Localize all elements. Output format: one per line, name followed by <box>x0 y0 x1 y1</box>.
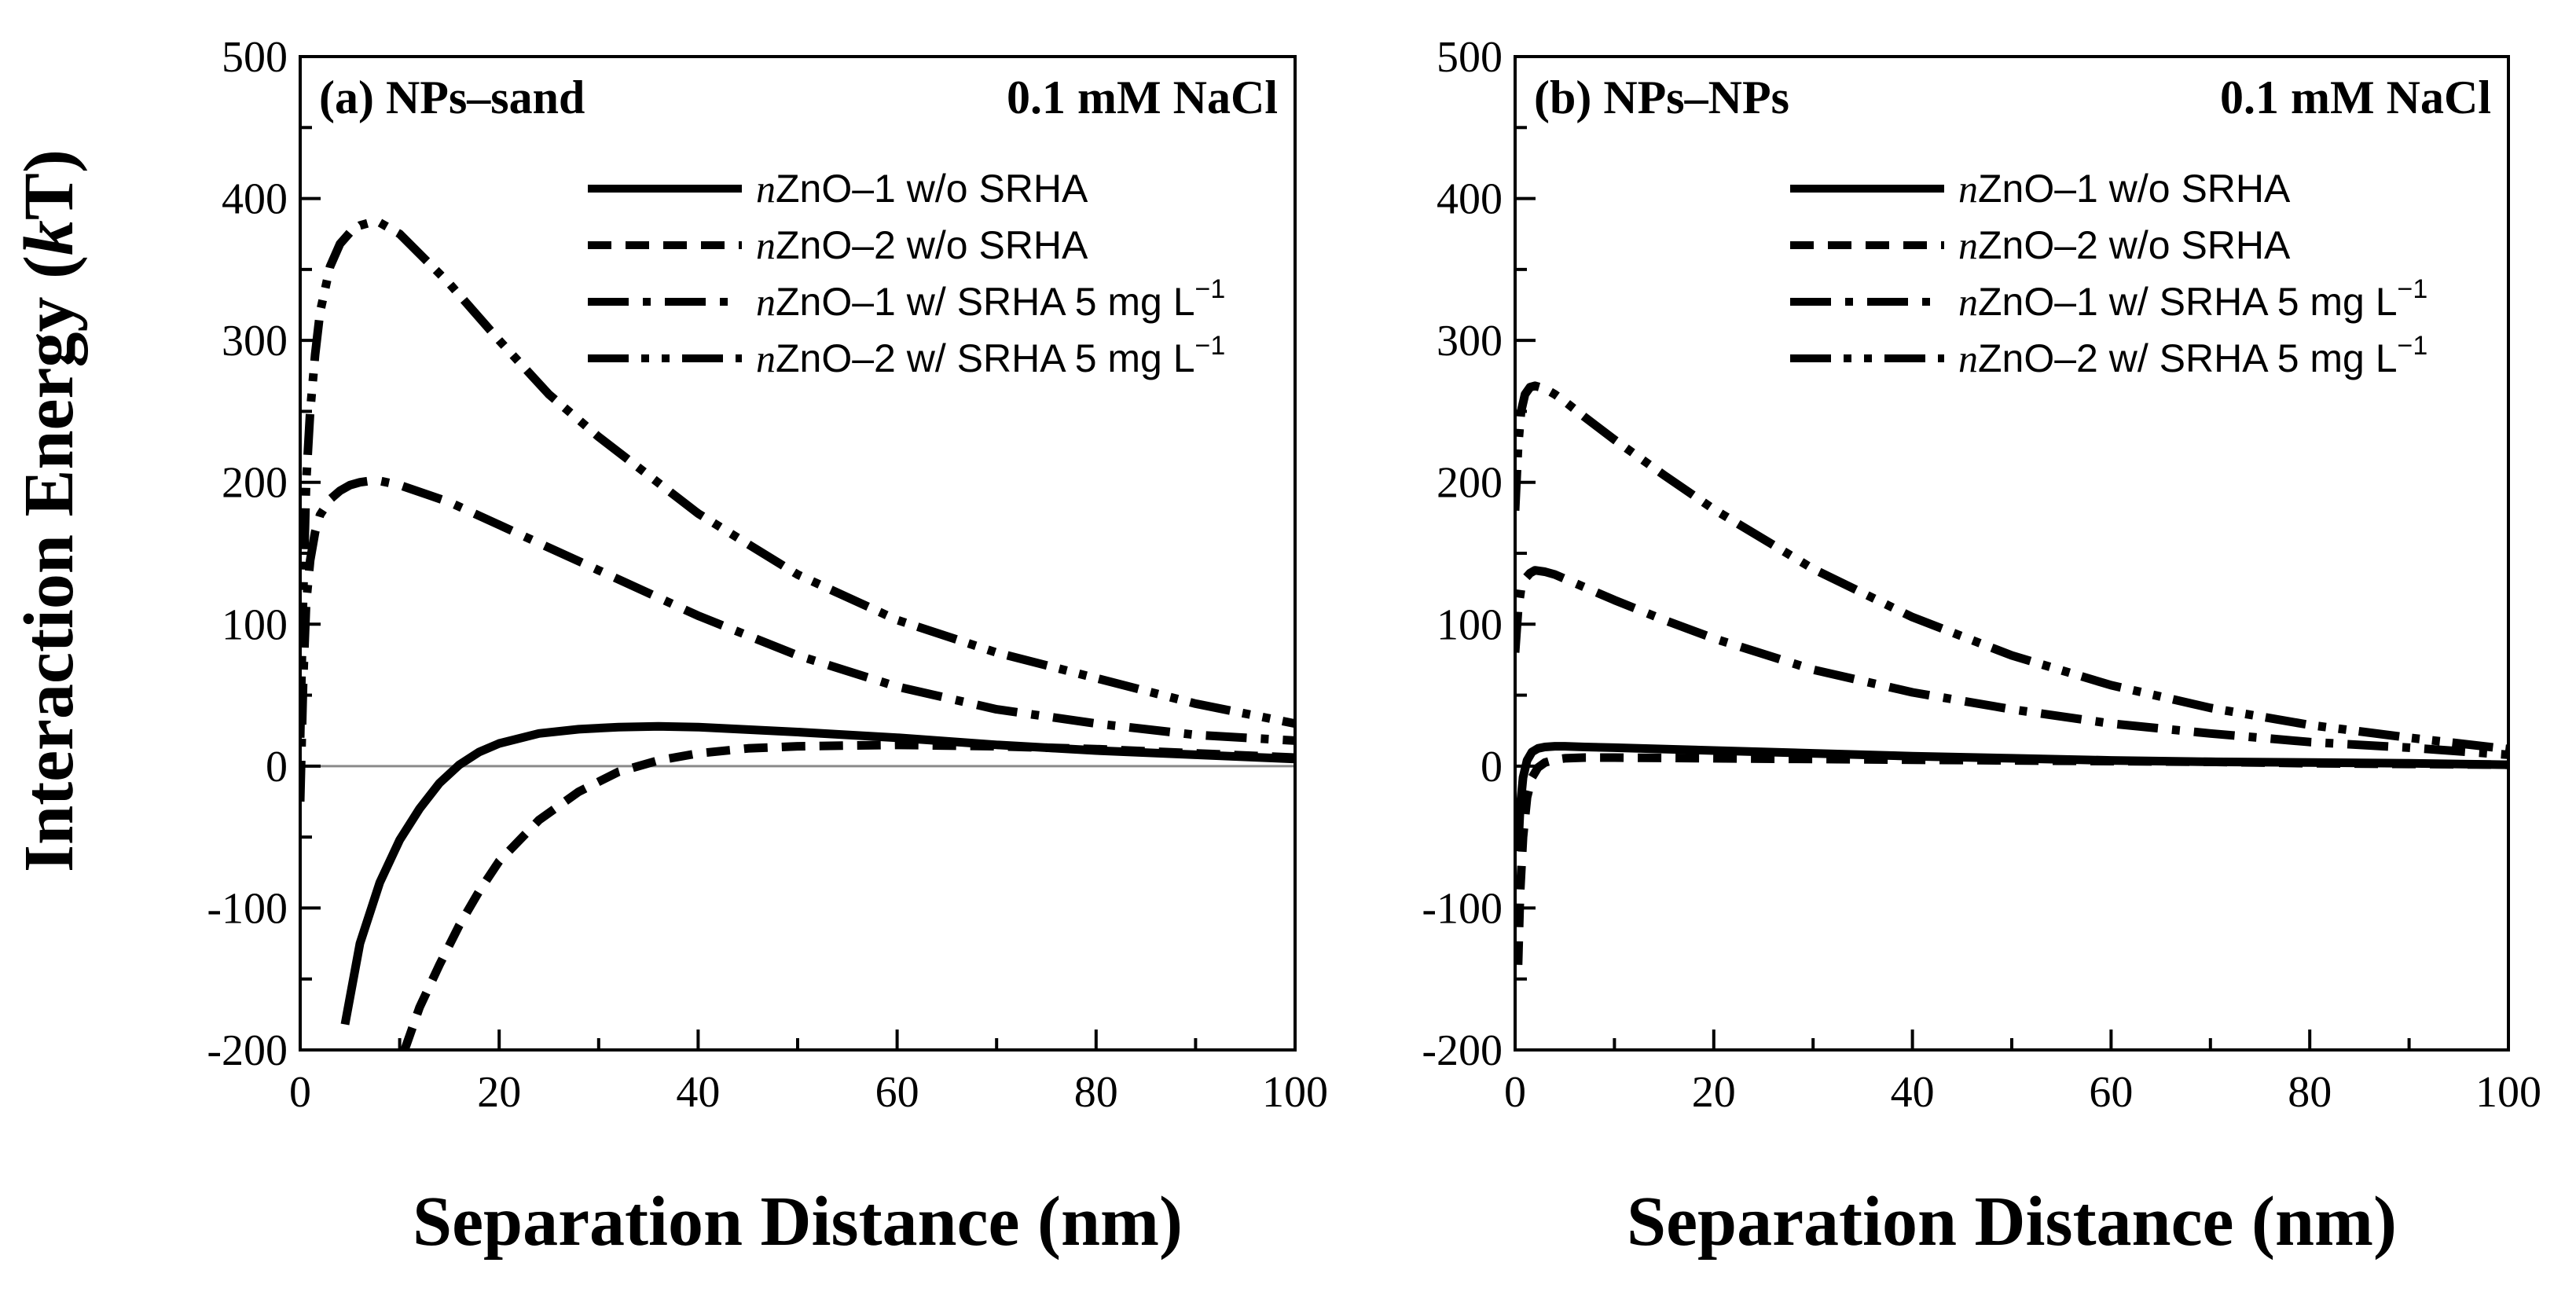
x-axis-title: Separation Distance (nm) <box>413 1183 1183 1261</box>
panel-title: (b) NPs–NPs <box>1534 72 1789 123</box>
y-tick-label: 100 <box>1437 600 1503 649</box>
y-tick-label: -200 <box>207 1026 288 1075</box>
legend-entry: nZnO–2 w/ SRHA 5 mg L−1 <box>756 331 1225 380</box>
x-tick-label: 100 <box>1262 1068 1328 1117</box>
series-line-2 <box>1515 753 2508 965</box>
y-tick-label: 200 <box>222 459 288 508</box>
y-tick-label: 500 <box>222 33 288 82</box>
x-tick-label: 0 <box>1504 1068 1526 1117</box>
legend-text-main: ZnO–1 w/o SRHA <box>1978 167 2291 211</box>
x-tick-label: 100 <box>2475 1068 2541 1117</box>
y-axis-title-main: Interaction Energy ( <box>10 255 88 872</box>
legend-entry: nZnO–2 w/o SRHA <box>1958 223 2291 267</box>
condition-label: 0.1 mM NaCl <box>2220 72 2491 123</box>
legend-entry: nZnO–1 w/ SRHA 5 mg L−1 <box>1958 274 2427 324</box>
legend-text-main: ZnO–2 w/o SRHA <box>1978 223 2291 267</box>
legend-italic: n <box>756 280 776 324</box>
legend-superscript: −1 <box>1195 274 1226 304</box>
legend-entry: nZnO–1 w/o SRHA <box>756 167 1088 211</box>
x-tick-label: 80 <box>2288 1068 2332 1117</box>
legend-italic: n <box>756 223 776 267</box>
legend-superscript: −1 <box>2398 274 2428 304</box>
legend-italic: n <box>1958 223 1978 267</box>
x-tick-label: 60 <box>2089 1068 2133 1117</box>
legend-text-main: ZnO–2 w/ SRHA 5 mg L <box>776 336 1195 380</box>
legend-italic: n <box>1958 167 1978 211</box>
x-tick-label: 20 <box>1692 1068 1736 1117</box>
y-axis-title-tail: T) <box>10 149 88 220</box>
y-tick-label: 200 <box>1437 459 1503 508</box>
series-group <box>1515 381 2508 965</box>
series-line-1 <box>1515 742 2508 852</box>
y-tick-label: 400 <box>1437 175 1503 224</box>
y-tick-label: 500 <box>1437 33 1503 82</box>
y-tick-label: -100 <box>207 884 288 933</box>
legend-entry: nZnO–1 w/o SRHA <box>1958 167 2291 211</box>
x-tick-label: 40 <box>676 1068 720 1117</box>
y-tick-label: 400 <box>222 175 288 224</box>
y-tick-label: 0 <box>1481 743 1503 791</box>
x-axis-title: Separation Distance (nm) <box>1627 1183 2397 1261</box>
y-tick-label: -100 <box>1422 884 1503 933</box>
x-tick-label: 60 <box>875 1068 919 1117</box>
y-tick-label: 300 <box>222 317 288 365</box>
y-axis-title: Interaction Energy (kT) <box>10 149 88 872</box>
y-tick-label: 100 <box>222 600 288 649</box>
legend-superscript: −1 <box>1195 331 1226 361</box>
y-tick-label: -200 <box>1422 1026 1503 1075</box>
legend-superscript: −1 <box>2398 331 2428 361</box>
legend-text-main: ZnO–1 w/ SRHA 5 mg L <box>1978 280 2398 324</box>
legend-entry: nZnO–2 w/ SRHA 5 mg L−1 <box>1958 331 2427 380</box>
x-tick-label: 40 <box>1891 1068 1935 1117</box>
legend-text-main: ZnO–2 w/o SRHA <box>776 223 1088 267</box>
legend-text-main: ZnO–1 w/o SRHA <box>776 167 1088 211</box>
panel-a: 0 20 40 60 80 100 -200 -100 0 100 200 300 400 500 (a) … <box>207 33 1328 1261</box>
legend-entry: nZnO–2 w/o SRHA <box>756 223 1088 267</box>
x-tick-label: 20 <box>477 1068 521 1117</box>
legend-italic: n <box>756 167 776 211</box>
legend-italic: n <box>1958 280 1978 324</box>
panel-b: 0 20 40 60 80 100 -200 -100 0 100 200 300 400 500 (b) … <box>1422 33 2541 1261</box>
series-line-3 <box>1515 566 2508 759</box>
x-tick-label: 0 <box>289 1068 311 1117</box>
legend-italic: n <box>1958 336 1978 380</box>
x-tick-label: 80 <box>1074 1068 1118 1117</box>
series-line-3 <box>300 476 1295 802</box>
series-line-2 <box>400 740 1295 1050</box>
series-group <box>300 218 1295 1050</box>
series-line-4 <box>1515 381 2508 754</box>
y-tick-label: 300 <box>1437 317 1503 365</box>
legend-text-main: ZnO–2 w/ SRHA 5 mg L <box>1978 336 2398 380</box>
legend-text-main: ZnO–1 w/ SRHA 5 mg L <box>776 280 1195 324</box>
panel-title: (a) NPs–sand <box>319 72 585 123</box>
y-axis-title-italic: k <box>10 220 88 255</box>
legend-italic: n <box>756 336 776 380</box>
legend-entry: nZnO–1 w/ SRHA 5 mg L−1 <box>756 274 1225 324</box>
condition-label: 0.1 mM NaCl <box>1007 72 1278 123</box>
y-tick-label: 0 <box>266 743 288 791</box>
